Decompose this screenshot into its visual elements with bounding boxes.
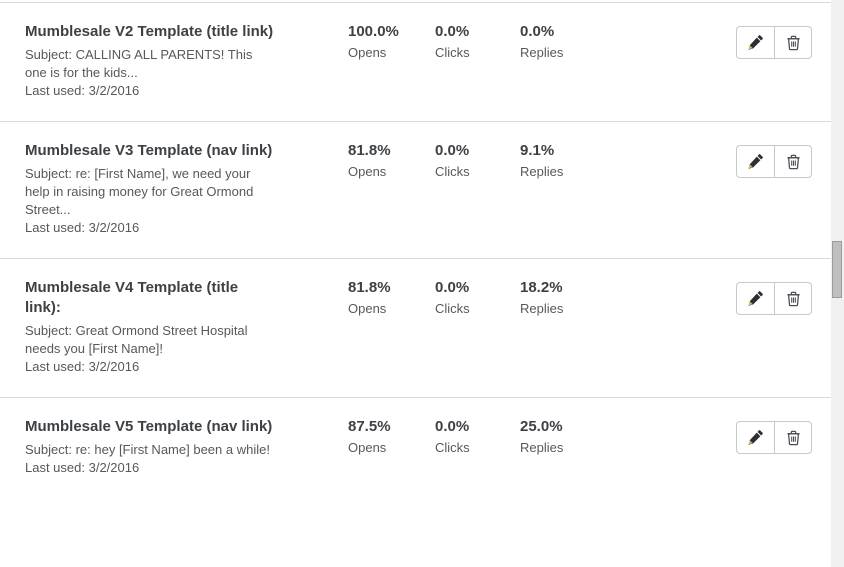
template-last-used: Last used: 3/2/2016 [25,460,140,475]
stat-clicks: 0.0% Clicks [435,278,520,318]
template-info: Mumblesale V2 Template (title link) Subj… [25,22,275,100]
vertical-scrollbar[interactable] [831,0,844,567]
opens-value: 87.5% [348,418,391,435]
stat-replies: 18.2% Replies [520,278,630,318]
template-row: Mumblesale V3 Template (nav link) Subjec… [0,122,831,259]
template-title-link[interactable]: Mumblesale V2 Template (title link) [25,23,274,40]
clicks-label: Clicks [435,164,470,179]
stat-clicks: 0.0% Clicks [435,141,520,181]
delete-button[interactable] [774,26,812,59]
replies-value: 18.2% [520,279,563,296]
template-row: Mumblesale V5 Template (nav link) Subjec… [0,398,831,498]
replies-label: Replies [520,164,564,179]
delete-button[interactable] [774,421,812,454]
clicks-label: Clicks [435,301,470,316]
template-info: Mumblesale V4 Template (title link): Sub… [25,278,275,376]
pencil-icon [747,34,764,51]
template-subject: Subject: Great Ormond Street Hospital ne… [25,323,248,356]
template-info: Mumblesale V3 Template (nav link) Subjec… [25,141,275,237]
top-separator [0,2,831,3]
clicks-label: Clicks [435,440,470,455]
clicks-label: Clicks [435,45,470,60]
stat-replies: 0.0% Replies [520,22,630,62]
replies-value: 9.1% [520,142,555,159]
opens-label: Opens [348,164,387,179]
stat-clicks: 0.0% Clicks [435,417,520,457]
edit-button[interactable] [736,26,774,59]
template-last-used: Last used: 3/2/2016 [25,359,140,374]
trash-icon [785,290,802,307]
opens-value: 100.0% [348,23,399,40]
edit-button[interactable] [736,421,774,454]
template-subject: Subject: CALLING ALL PARENTS! This one i… [25,47,253,80]
delete-button[interactable] [774,282,812,315]
delete-button[interactable] [774,145,812,178]
replies-label: Replies [520,45,564,60]
clicks-value: 0.0% [435,418,470,435]
opens-label: Opens [348,301,387,316]
clicks-value: 0.0% [435,23,470,40]
stat-replies: 25.0% Replies [520,417,630,457]
replies-label: Replies [520,440,564,455]
row-actions [736,26,812,59]
pencil-icon [747,153,764,170]
clicks-value: 0.0% [435,279,470,296]
trash-icon [785,34,802,51]
template-last-used: Last used: 3/2/2016 [25,220,140,235]
template-subject: Subject: re: hey [First Name] been a whi… [25,442,270,457]
replies-value: 25.0% [520,418,563,435]
row-actions [736,421,812,454]
template-info: Mumblesale V5 Template (nav link) Subjec… [25,417,275,477]
stat-clicks: 0.0% Clicks [435,22,520,62]
opens-label: Opens [348,45,387,60]
opens-value: 81.8% [348,142,391,159]
template-last-used: Last used: 3/2/2016 [25,83,140,98]
stat-opens: 81.8% Opens [348,141,435,181]
stat-opens: 87.5% Opens [348,417,435,457]
template-row: Mumblesale V4 Template (title link): Sub… [0,259,831,398]
pencil-icon [747,429,764,446]
opens-value: 81.8% [348,279,391,296]
replies-label: Replies [520,301,564,316]
replies-value: 0.0% [520,23,555,40]
template-title-link[interactable]: Mumblesale V5 Template (nav link) [25,418,273,435]
clicks-value: 0.0% [435,142,470,159]
edit-button[interactable] [736,145,774,178]
template-row: Mumblesale V2 Template (title link) Subj… [0,3,831,122]
scrollbar-thumb[interactable] [832,241,842,298]
template-title-link[interactable]: Mumblesale V4 Template (title link): [25,279,239,316]
template-title-link[interactable]: Mumblesale V3 Template (nav link) [25,142,273,159]
edit-button[interactable] [736,282,774,315]
template-subject: Subject: re: [First Name], we need your … [25,166,254,217]
opens-label: Opens [348,440,387,455]
trash-icon [785,429,802,446]
trash-icon [785,153,802,170]
row-actions [736,145,812,178]
pencil-icon [747,290,764,307]
stat-opens: 81.8% Opens [348,278,435,318]
template-list: Mumblesale V2 Template (title link) Subj… [0,3,831,498]
stat-opens: 100.0% Opens [348,22,435,62]
row-actions [736,282,812,315]
stat-replies: 9.1% Replies [520,141,630,181]
